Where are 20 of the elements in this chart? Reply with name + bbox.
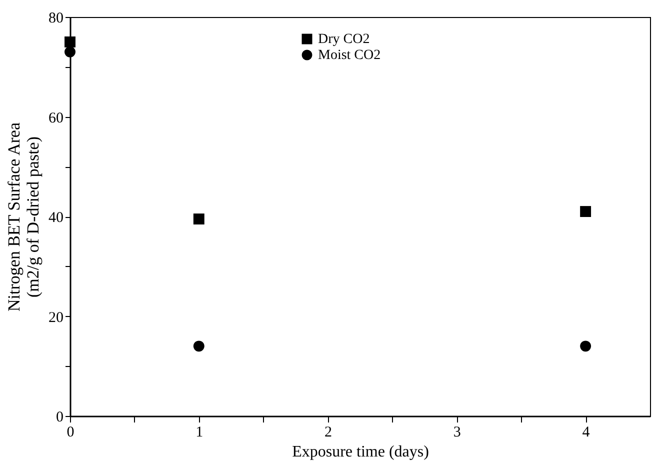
point — [580, 340, 592, 352]
point — [193, 214, 204, 224]
point — [64, 46, 76, 58]
point — [580, 206, 592, 217]
point — [64, 36, 76, 48]
y-tick-label: 40 — [48, 210, 64, 226]
legend-label: Moist CO2 — [318, 48, 381, 63]
y-tick-label: 20 — [48, 310, 64, 326]
point — [193, 340, 204, 352]
x-tick-label: 1 — [196, 424, 204, 440]
y-axis-title: Nitrogen BET Surface Area (m2/g of D-dried paste) — [4, 122, 42, 312]
x-axis-title: Exposure time (days) — [292, 444, 429, 460]
y-tick-label: 80 — [48, 10, 64, 26]
legend-label: Dry CO2 — [318, 32, 370, 47]
x-tick-label: 3 — [453, 424, 461, 440]
x-tick-label: 0 — [66, 424, 74, 440]
x-tick-label: 4 — [582, 424, 590, 440]
y-tick-label: 60 — [48, 110, 64, 126]
y-tick-label: 0 — [56, 410, 64, 426]
x-tick-label: 2 — [324, 424, 332, 440]
